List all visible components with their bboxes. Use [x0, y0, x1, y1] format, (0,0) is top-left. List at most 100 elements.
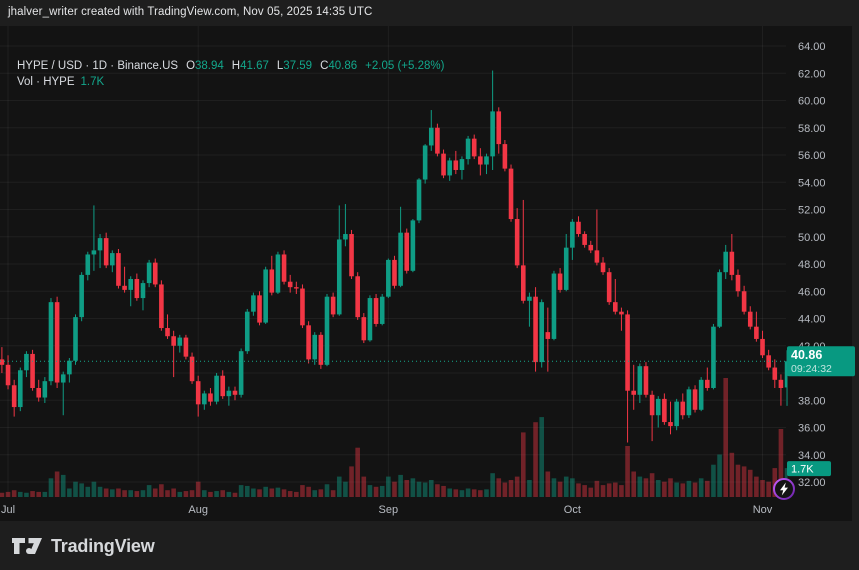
- chart-legend[interactable]: HYPE / USD · 1D · Binance.US O38.94 H41.67…: [17, 59, 444, 90]
- candle-body: [60, 374, 66, 383]
- volume-bar: [287, 491, 293, 497]
- candle-body: [649, 394, 655, 416]
- candle-body: [606, 272, 612, 303]
- price-scale-label: 48.00: [798, 259, 826, 271]
- candlestick-chart[interactable]: 64.00 62.00 60.00 58.00 56.00 54.00 52.00 50.00…: [0, 26, 859, 521]
- volume-bar: [312, 490, 318, 497]
- volume-bar: [116, 488, 121, 497]
- candle-body: [220, 375, 226, 397]
- volume-bar: [533, 422, 538, 497]
- candle-body: [692, 389, 698, 410]
- volume-bar: [760, 480, 765, 497]
- volume-bar: [208, 491, 213, 497]
- candle-body: [336, 239, 342, 315]
- volume-bar: [416, 481, 422, 497]
- time-scale-label: Oct: [564, 504, 581, 516]
- volume-bar: [202, 490, 207, 497]
- candle-body: [735, 274, 741, 292]
- volume-bar: [330, 490, 336, 497]
- candle-body: [134, 278, 140, 299]
- volume-bar: [294, 491, 299, 497]
- candle-body: [110, 253, 115, 266]
- volume-title[interactable]: Vol · HYPE: [17, 76, 75, 88]
- candle-body: [48, 302, 54, 382]
- volume-bar: [459, 490, 465, 497]
- candle-body: [778, 379, 784, 388]
- time-scale[interactable]: Jul Aug Sep Oct Nov: [1, 504, 773, 516]
- volume-bar: [606, 483, 612, 497]
- volume-bar: [668, 478, 673, 497]
- candle-body: [343, 234, 348, 240]
- candle-body: [355, 276, 360, 318]
- candle-series[interactable]: [0, 70, 789, 443]
- candle-body: [214, 375, 219, 402]
- candle-body: [67, 360, 72, 375]
- candle-body: [330, 296, 336, 315]
- candle-body: [527, 296, 532, 301]
- candle-body: [386, 259, 391, 297]
- candle-body: [594, 250, 600, 263]
- volume-bar: [91, 481, 97, 497]
- candle-body: [269, 269, 275, 293]
- candle-body: [189, 356, 195, 382]
- legend-volume-row[interactable]: Vol · HYPE 1.7K: [17, 75, 444, 90]
- price-scale-label: 34.00: [798, 450, 826, 462]
- candle-body: [5, 364, 11, 386]
- volume-bar: [772, 468, 778, 497]
- candle-body: [422, 145, 428, 180]
- volume-bar: [183, 491, 189, 497]
- volume-bar: [275, 487, 281, 497]
- price-scale-label: 44.00: [798, 314, 826, 326]
- volume-bar: [778, 429, 784, 497]
- candle-body: [122, 285, 127, 290]
- legend-symbol-row[interactable]: HYPE / USD · 1D · Binance.US O38.94 H41.67…: [17, 59, 444, 74]
- candle-body: [36, 387, 42, 398]
- candle-body: [202, 393, 207, 405]
- candle-body: [263, 269, 268, 323]
- footer-bar: TradingView: [0, 521, 859, 570]
- volume-bar: [392, 481, 397, 497]
- volume-bar: [343, 481, 348, 497]
- candle-body: [11, 385, 17, 408]
- candle-body: [195, 381, 201, 405]
- volume-bar: [128, 490, 134, 497]
- volume-bar: [257, 489, 262, 497]
- volume-bar: [404, 480, 410, 497]
- price-scale-label: 64.00: [798, 41, 826, 53]
- volume-bar: [717, 454, 722, 497]
- chart-area[interactable]: 64.00 62.00 60.00 58.00 56.00 54.00 52.00 50.00…: [0, 26, 859, 521]
- symbol-title[interactable]: HYPE / USD · 1D · Binance.US: [17, 60, 179, 72]
- candle-body: [772, 367, 778, 380]
- attribution-text: jhalver_writer created with TradingView.…: [8, 6, 373, 18]
- volume-bar: [189, 490, 195, 497]
- candle-body: [183, 337, 189, 357]
- candle-body: [97, 238, 103, 251]
- price-scale-label: 60.00: [798, 96, 826, 108]
- volume-bar: [674, 482, 679, 497]
- volume-series[interactable]: [0, 378, 789, 497]
- candle-body: [582, 234, 587, 245]
- candle-body: [367, 298, 373, 341]
- volume-bar: [729, 452, 735, 497]
- time-scale-label: Aug: [188, 504, 208, 516]
- tradingview-brand[interactable]: TradingView: [12, 536, 155, 557]
- volume-bar: [490, 473, 495, 497]
- volume-bar: [146, 485, 152, 497]
- chart-pane[interactable]: [0, 26, 852, 521]
- volume-bar: [576, 483, 581, 497]
- candle-body: [275, 254, 281, 293]
- candle-body: [637, 366, 643, 395]
- volume-bar: [600, 485, 606, 497]
- candle-body: [152, 262, 158, 285]
- candle-body: [514, 219, 520, 266]
- candle-body: [116, 253, 121, 286]
- volume-bar: [85, 486, 91, 497]
- volume-bar: [625, 446, 630, 497]
- lightning-icon[interactable]: [773, 478, 795, 500]
- candle-body: [177, 337, 183, 346]
- volume-bar: [754, 476, 759, 497]
- candle-body: [447, 160, 452, 176]
- candle-body: [619, 311, 624, 315]
- volume-bar: [649, 473, 655, 497]
- time-scale-label: Sep: [379, 504, 399, 516]
